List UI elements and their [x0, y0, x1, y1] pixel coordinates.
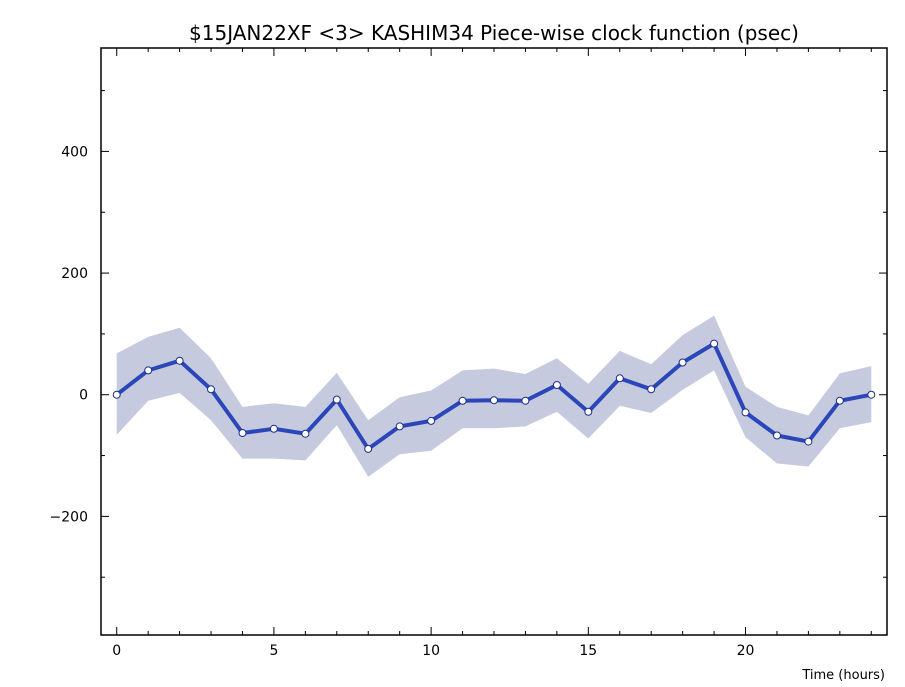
x-tick-label: 5 — [269, 643, 278, 659]
data-points — [112, 339, 876, 453]
data-point — [207, 385, 215, 394]
x-axis-label: Time (hours) — [801, 668, 885, 683]
data-point — [867, 390, 876, 399]
data-point — [458, 396, 467, 405]
y-tick-label: 0 — [79, 388, 88, 404]
axis-tick-labels: 0 5 10 15 20 −200 0 200 400 — [50, 144, 755, 659]
data-point — [804, 437, 813, 446]
data-point — [552, 381, 561, 389]
data-point — [647, 385, 656, 394]
data-point — [112, 390, 121, 399]
x-tick-label: 10 — [422, 643, 440, 659]
data-point — [175, 356, 184, 365]
y-tick-label: −200 — [50, 509, 88, 525]
data-point — [710, 339, 719, 348]
x-tick-label: 20 — [737, 643, 755, 659]
data-point — [584, 407, 593, 416]
data-point — [773, 431, 781, 440]
data-point — [238, 429, 247, 437]
x-tick-label: 0 — [112, 643, 121, 659]
y-tick-label: 400 — [61, 144, 88, 160]
axis-ticks — [101, 48, 887, 635]
x-tick-label: 15 — [579, 643, 597, 659]
data-point — [364, 444, 373, 453]
data-point — [395, 422, 404, 431]
plot-frame — [100, 47, 888, 636]
data-point — [427, 416, 436, 425]
data-point — [332, 395, 341, 404]
data-point — [678, 358, 687, 367]
data-point — [521, 396, 530, 405]
data-point — [741, 408, 750, 417]
data-point — [144, 366, 153, 375]
data-point — [269, 424, 278, 433]
data-point — [301, 429, 310, 438]
data-point — [490, 396, 498, 405]
data-point — [835, 396, 844, 405]
data-point — [615, 374, 624, 383]
y-tick-label: 200 — [61, 266, 88, 282]
chart-title: $15JAN22XF <3> KASHIM34 Piece-wise clock… — [189, 21, 799, 45]
